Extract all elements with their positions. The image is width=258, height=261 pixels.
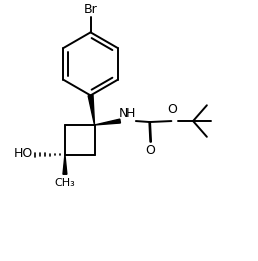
Text: N: N [119,107,128,120]
Text: HO: HO [14,147,33,160]
Text: O: O [146,144,156,157]
Text: O: O [167,103,177,116]
Text: CH₃: CH₃ [54,178,75,188]
Polygon shape [94,119,120,125]
Polygon shape [88,95,94,125]
Text: H: H [126,107,135,120]
Polygon shape [63,155,67,174]
Text: Br: Br [84,3,98,16]
